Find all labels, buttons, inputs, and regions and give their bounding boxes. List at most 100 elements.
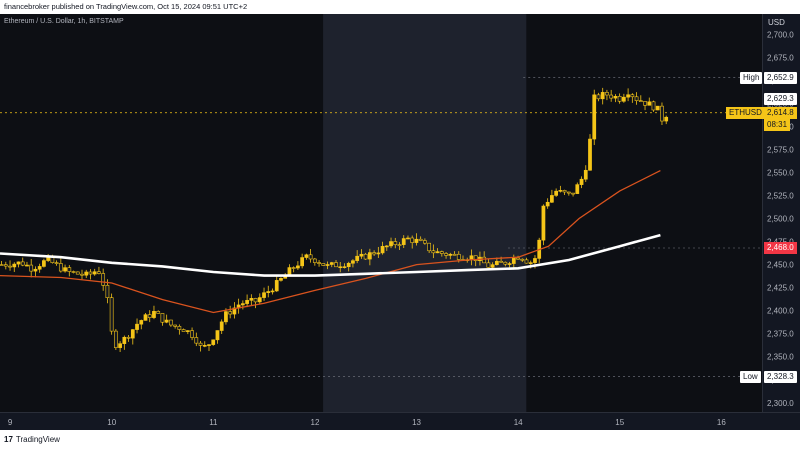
candle-body xyxy=(638,100,643,102)
candle-body xyxy=(541,205,546,241)
candle-body xyxy=(92,271,97,275)
time-tick-label: 10 xyxy=(107,418,116,427)
candle-body xyxy=(651,101,656,111)
candle-body xyxy=(359,253,364,257)
candle-body xyxy=(190,330,194,338)
candle-body xyxy=(439,251,444,254)
candle-body xyxy=(626,94,630,98)
chart-area[interactable] xyxy=(0,14,762,412)
candle-body xyxy=(554,190,558,196)
candle-body xyxy=(219,321,224,331)
candle-body xyxy=(338,266,343,269)
candle-body xyxy=(545,201,550,207)
candle-body xyxy=(613,96,618,99)
candle-body xyxy=(67,267,72,272)
candle-body xyxy=(630,94,635,98)
candle-body xyxy=(444,253,448,256)
candle-body xyxy=(520,258,525,261)
candle-body xyxy=(533,258,537,263)
candle-body xyxy=(84,271,89,276)
candle-body xyxy=(122,336,127,344)
candle-body xyxy=(528,262,533,264)
price-tick-label: 2,375.0 xyxy=(767,330,794,339)
candle-body xyxy=(173,324,177,327)
candle-body xyxy=(25,264,29,267)
candle-body xyxy=(321,263,326,266)
candle-body xyxy=(384,245,389,248)
publisher-header: financebroker published on TradingView.c… xyxy=(0,0,800,14)
candle-body xyxy=(257,297,262,303)
candle-body xyxy=(177,326,182,330)
symbol-title: Ethereum / U.S. Dollar, 1h, BITSTAMP xyxy=(4,18,124,25)
candle-body xyxy=(139,320,144,325)
candle-body xyxy=(571,192,575,195)
candle-body xyxy=(291,267,296,269)
candle-body xyxy=(101,273,106,286)
candle-body xyxy=(228,311,233,315)
candle-body xyxy=(88,271,93,275)
time-axis[interactable]: 9 10 11 12 13 14 15 16 xyxy=(0,412,800,430)
candle-body xyxy=(562,190,567,193)
price-tick-label: 2,300.0 xyxy=(767,399,794,408)
time-tick-label: 12 xyxy=(311,418,320,427)
candle-body xyxy=(579,178,584,185)
candle-body xyxy=(58,263,63,272)
candle-body xyxy=(524,259,529,264)
candle-body xyxy=(389,241,393,247)
candle-body xyxy=(397,244,402,246)
price-tick-label: 2,550.0 xyxy=(767,168,794,177)
price-tick-label: 2,500.0 xyxy=(767,215,794,224)
candle-body xyxy=(499,260,503,263)
time-tick-label: 15 xyxy=(615,418,624,427)
candle-body xyxy=(380,246,385,254)
candle-body xyxy=(207,344,211,346)
candle-body xyxy=(33,268,38,272)
candle-body xyxy=(198,342,203,346)
candle-body xyxy=(664,116,669,122)
candle-body xyxy=(147,314,152,318)
candle-body xyxy=(600,92,605,100)
candle-body xyxy=(418,238,423,241)
candle-body xyxy=(80,273,84,276)
candle-body xyxy=(164,319,169,323)
candle-body xyxy=(655,105,660,111)
session-highlight xyxy=(323,14,527,412)
candle-body xyxy=(494,260,499,265)
candle-body xyxy=(558,190,563,192)
candle-body xyxy=(249,298,254,301)
candle-body xyxy=(566,191,571,194)
candle-body xyxy=(20,261,25,266)
time-tick-label: 16 xyxy=(717,418,726,427)
candle-body xyxy=(596,94,601,100)
high-value: 2,652.9 xyxy=(764,71,797,84)
candle-body xyxy=(452,253,457,256)
candle-body xyxy=(114,330,118,348)
candle-body xyxy=(0,264,4,266)
candle-body xyxy=(8,265,12,268)
candle-body xyxy=(296,265,300,269)
candle-body xyxy=(486,262,491,268)
candle-body xyxy=(473,255,478,261)
price-tick-label: 2,400.0 xyxy=(767,307,794,316)
candle-body xyxy=(372,252,376,255)
low-label: Low xyxy=(740,370,761,383)
candle-body xyxy=(346,262,351,267)
candle-body xyxy=(300,257,305,267)
price-tick-label: 2,425.0 xyxy=(767,284,794,293)
candle-body xyxy=(215,330,220,341)
candle-body xyxy=(448,253,453,256)
candle-body xyxy=(241,303,245,306)
candle-body xyxy=(185,330,190,332)
candle-body xyxy=(410,237,415,243)
candle-body xyxy=(270,290,275,293)
candle-body xyxy=(37,266,42,270)
candle-body xyxy=(135,323,139,330)
time-tick-label: 14 xyxy=(514,418,523,427)
candle-body xyxy=(351,260,355,264)
candle-body xyxy=(643,101,647,106)
candle-body xyxy=(130,329,135,339)
candle-body xyxy=(609,94,614,99)
candle-body xyxy=(367,252,372,260)
candle-body xyxy=(503,261,508,265)
candle-body xyxy=(63,267,67,272)
